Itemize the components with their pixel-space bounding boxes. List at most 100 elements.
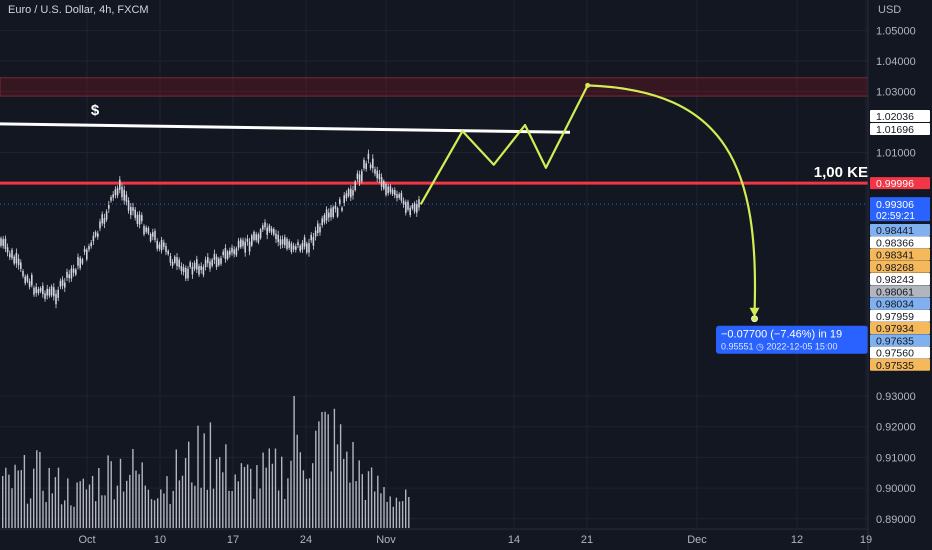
candle-body [277,234,279,243]
candle-body [411,204,414,209]
measure-date-text: 0.95551 ◷ 2022-12-05 15:00 [721,342,837,352]
volume-bar [250,468,252,528]
currency-label: USD [878,4,902,16]
x-tick-label: 12 [791,534,803,546]
dollar-label: $ [91,102,100,119]
projection-target-point[interactable] [751,315,758,323]
candle-body [46,288,48,296]
candle-body [143,226,145,235]
volume-bar [147,489,150,528]
resistance-zone[interactable] [0,77,869,97]
candle-body [37,289,40,294]
x-tick-label: Oct [78,534,95,546]
candle-body [416,204,418,213]
volume-bar [330,471,332,528]
volume-bar [237,481,239,528]
candle-body [200,265,202,271]
level-label: 1,00 KE [814,164,868,181]
volume-bar [333,408,336,528]
dollar-trend-line[interactable] [0,122,571,134]
candle-body [138,214,141,225]
x-tick-label: 21 [581,534,593,546]
measure-tooltip[interactable] [716,325,868,354]
candle-body [229,250,231,255]
scale-label-bg [870,297,930,310]
volume-bar [54,477,57,528]
candle-body [167,250,169,255]
candle-body [11,249,13,259]
candle-body [90,242,92,247]
candle-body [314,230,317,237]
volume-bar [57,467,60,528]
projection-path[interactable] [419,84,757,314]
y-tick-label: 1.05000 [876,26,916,38]
volume-bar [383,487,385,528]
candle-body [363,159,365,169]
candle-body [257,234,260,243]
candle-body [209,261,211,269]
candle-body [262,225,264,230]
scale-label: 0.97535 [876,360,914,372]
y-tick-label: 0.93000 [876,391,916,403]
candle-body [4,238,7,249]
candle-body [53,287,55,297]
candle-body [222,251,224,256]
volume-bar [243,467,246,528]
volume-bar [60,504,63,528]
candle-body [185,267,187,279]
candle-body [66,271,68,278]
candle-body [169,256,172,263]
candle-body [279,239,282,246]
volume-bar [361,474,363,528]
candle-body [6,247,9,253]
volume-bar [67,478,69,528]
candle-body [396,194,398,198]
last-price-countdown: 02:59:21 [876,211,915,222]
candle-body [400,192,403,201]
candle-body [123,189,125,201]
candle-body [376,170,378,179]
volume-bar [240,463,243,528]
scale-label-bg [870,346,930,359]
volume-bar [398,501,401,528]
volume-bar [197,425,199,528]
candle-body [136,214,139,224]
candle-body [189,262,191,267]
candle-body [145,227,147,232]
volume-bar [364,499,367,528]
candle-body [352,190,354,196]
candle-body [268,225,271,232]
volume-bar [188,441,190,528]
volume-bar [206,489,208,528]
volume-bar [228,490,230,528]
candle-body [394,190,396,196]
candle-body [418,199,420,208]
volume-bar [305,478,308,528]
candle-body [211,259,213,266]
candle-body [92,235,95,242]
candle-body [156,240,158,249]
candle-body [339,199,341,204]
volume-bar [405,489,407,528]
y-tick-label: 0.89000 [876,514,916,526]
scale-label: 0.97959 [876,311,914,323]
measure-change-text: −0.07700 (−7.46%) in 19 [721,329,842,341]
volume-bar [11,488,13,528]
candle-body [259,229,262,239]
resistance-price-label: 0.99996 [876,178,914,190]
candle-body [193,262,196,269]
candle-body [389,186,392,193]
volume-bar [349,482,351,528]
volume-bar [8,474,10,528]
candle-body [341,207,343,211]
candle-body [35,286,37,294]
symbol-title[interactable]: Euro / U.S. Dollar, 4h, FXCM [8,4,149,16]
candle-body [253,231,255,240]
candle-body [207,257,209,264]
candle-body [187,268,189,279]
candle-body [141,215,143,222]
volume-bar [355,481,357,528]
candle-body [308,243,310,253]
candle-body [310,234,312,241]
